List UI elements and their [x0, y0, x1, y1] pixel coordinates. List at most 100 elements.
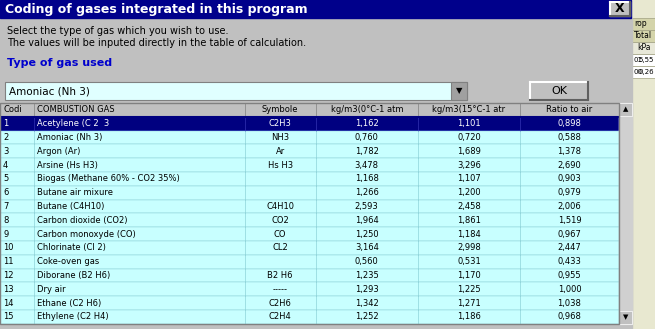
Text: 1,038: 1,038 — [557, 299, 582, 308]
Text: 1,964: 1,964 — [355, 216, 379, 225]
Bar — [530, 82, 588, 100]
Text: Symbole: Symbole — [262, 105, 298, 114]
Text: -----: ----- — [272, 285, 288, 294]
Bar — [0, 172, 619, 186]
Text: C2H3: C2H3 — [269, 119, 291, 128]
Text: 9: 9 — [3, 230, 9, 239]
Text: Argon (Ar): Argon (Ar) — [37, 147, 81, 156]
Bar — [0, 282, 619, 296]
Bar — [0, 296, 619, 310]
Text: 1,378: 1,378 — [557, 147, 582, 156]
Text: 6: 6 — [3, 188, 9, 197]
Text: 0,898: 0,898 — [557, 119, 582, 128]
Text: OK: OK — [551, 86, 567, 96]
Text: ▼: ▼ — [623, 314, 628, 320]
Text: NH3: NH3 — [271, 133, 289, 142]
Text: 5,55: 5,55 — [639, 57, 654, 63]
Text: 11: 11 — [3, 257, 14, 266]
Bar — [0, 310, 619, 324]
Bar — [632, 30, 655, 42]
Text: Ratio to air: Ratio to air — [546, 105, 593, 114]
Text: 2,690: 2,690 — [557, 161, 582, 170]
Text: 2,458: 2,458 — [457, 202, 481, 211]
Text: COMBUSTION GAS: COMBUSTION GAS — [37, 105, 115, 114]
Text: Acetylene (C 2  3: Acetylene (C 2 3 — [37, 119, 109, 128]
Text: 1,168: 1,168 — [355, 174, 379, 183]
Text: Ar: Ar — [276, 147, 285, 156]
Text: B2 H6: B2 H6 — [267, 271, 293, 280]
Bar — [632, 18, 655, 30]
Text: Diborane (B2 H6): Diborane (B2 H6) — [37, 271, 110, 280]
Text: Type of gas used: Type of gas used — [7, 58, 112, 68]
Bar — [0, 144, 619, 158]
Text: 0,433: 0,433 — [557, 257, 582, 266]
Text: kPa: kPa — [637, 43, 650, 53]
Text: CO: CO — [274, 230, 286, 239]
Text: 0,979: 0,979 — [557, 188, 582, 197]
Text: 3,164: 3,164 — [355, 243, 379, 252]
Bar — [0, 0, 631, 18]
Text: Total: Total — [634, 32, 652, 40]
Bar — [632, 66, 655, 78]
Text: Butane air mixure: Butane air mixure — [37, 188, 113, 197]
Text: C2H6: C2H6 — [269, 299, 291, 308]
Text: C4H10: C4H10 — [266, 202, 294, 211]
Text: Biogas (Methane 60% - CO2 35%): Biogas (Methane 60% - CO2 35%) — [37, 174, 179, 183]
Text: 2,998: 2,998 — [457, 243, 481, 252]
Text: 1,186: 1,186 — [457, 313, 481, 321]
Bar — [619, 103, 632, 324]
Bar — [619, 311, 632, 324]
Bar — [0, 227, 619, 241]
Text: Coke-oven gas: Coke-oven gas — [37, 257, 100, 266]
Text: Carbon dioxide (CO2): Carbon dioxide (CO2) — [37, 216, 128, 225]
Text: 00: 00 — [633, 69, 642, 75]
Text: 3,296: 3,296 — [457, 161, 481, 170]
Text: 1,342: 1,342 — [355, 299, 379, 308]
Text: CL2: CL2 — [272, 243, 288, 252]
Text: 10: 10 — [3, 243, 14, 252]
Text: 1,252: 1,252 — [355, 313, 379, 321]
Text: 0,720: 0,720 — [457, 133, 481, 142]
Text: ▲: ▲ — [623, 107, 628, 113]
Text: Select the type of gas which you wish to use.: Select the type of gas which you wish to… — [7, 26, 229, 36]
Text: 1,200: 1,200 — [457, 188, 481, 197]
Text: Amoniac (Nh 3): Amoniac (Nh 3) — [37, 133, 102, 142]
Text: 15: 15 — [3, 313, 14, 321]
Text: 13: 13 — [3, 285, 14, 294]
Text: 0,588: 0,588 — [557, 133, 582, 142]
Text: 1,689: 1,689 — [457, 147, 481, 156]
Bar — [619, 103, 632, 116]
Bar — [0, 268, 619, 282]
Text: Amoniac (Nh 3): Amoniac (Nh 3) — [9, 86, 90, 96]
Text: 1,271: 1,271 — [457, 299, 481, 308]
Text: 0,968: 0,968 — [557, 313, 582, 321]
Text: 0,967: 0,967 — [557, 230, 582, 239]
Text: Codi: Codi — [3, 105, 22, 114]
Text: 1,235: 1,235 — [355, 271, 379, 280]
Bar — [632, 42, 655, 54]
Text: 1,184: 1,184 — [457, 230, 481, 239]
Text: 01: 01 — [633, 57, 642, 63]
Text: Dry air: Dry air — [37, 285, 66, 294]
Text: 3: 3 — [3, 147, 9, 156]
Bar — [0, 103, 619, 117]
Text: The values will be inputed directly in the table of calculation.: The values will be inputed directly in t… — [7, 38, 306, 48]
Text: 12: 12 — [3, 271, 14, 280]
Text: 2,593: 2,593 — [355, 202, 379, 211]
Text: Ethylene (C2 H4): Ethylene (C2 H4) — [37, 313, 109, 321]
Text: 1,293: 1,293 — [355, 285, 379, 294]
Text: Arsine (Hs H3): Arsine (Hs H3) — [37, 161, 98, 170]
Text: 0,560: 0,560 — [355, 257, 379, 266]
Text: Hs H3: Hs H3 — [267, 161, 293, 170]
Text: Butane (C4H10): Butane (C4H10) — [37, 202, 104, 211]
Bar — [451, 82, 467, 100]
Text: 0,26: 0,26 — [639, 69, 654, 75]
Text: 1,107: 1,107 — [457, 174, 481, 183]
Text: 1,782: 1,782 — [355, 147, 379, 156]
Text: 5: 5 — [3, 174, 9, 183]
Bar — [0, 158, 619, 172]
Text: kg/m3(0°C-1 atm: kg/m3(0°C-1 atm — [331, 105, 403, 114]
Bar — [632, 0, 655, 329]
Text: 1,861: 1,861 — [457, 216, 481, 225]
Text: 0,903: 0,903 — [557, 174, 582, 183]
